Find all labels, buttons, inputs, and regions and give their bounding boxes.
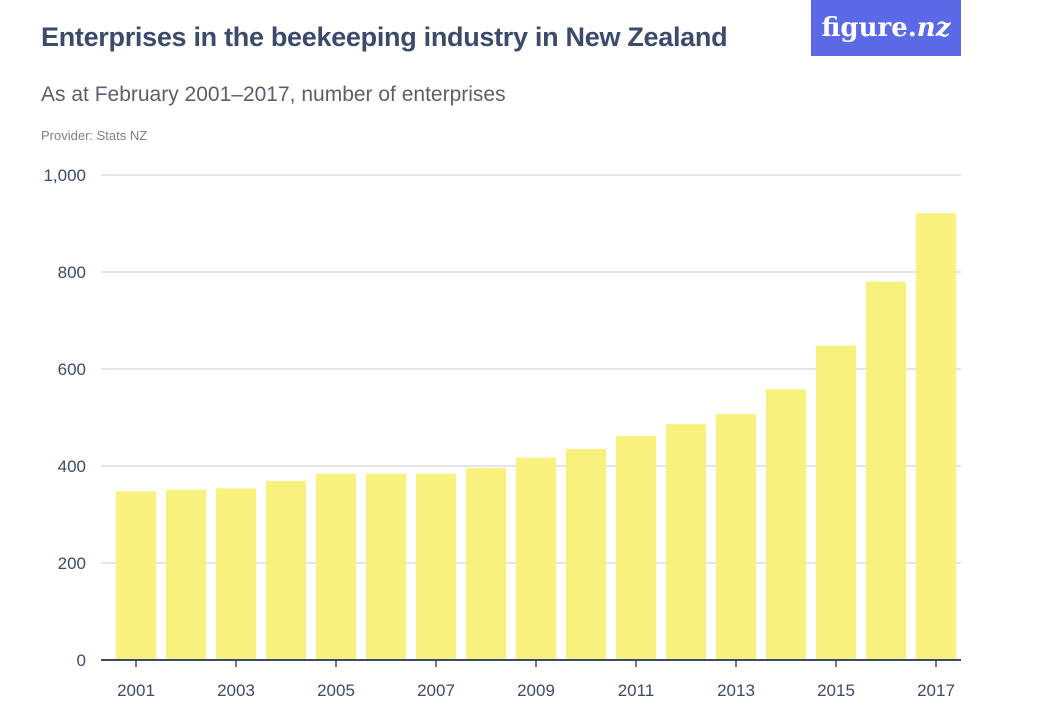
x-tick-label-2011: 2011 [618,681,655,700]
bar-2004 [266,481,306,660]
y-tick-label-200: 200 [58,554,86,573]
x-tick-label-2003: 2003 [217,681,255,700]
bar-2017 [916,213,956,660]
y-tick-label-0: 0 [77,651,86,670]
bar-2015 [816,345,856,660]
bars [116,213,956,660]
figure-nz-logo[interactable]: figure. nz [811,0,961,56]
x-tick-label-2009: 2009 [517,681,555,700]
x-tick-label-2005: 2005 [317,681,355,700]
logo-text-italic: nz [916,13,951,43]
bar-2014 [766,389,806,660]
bar-2006 [366,473,406,660]
bar-2002 [166,489,206,660]
x-tick-label-2013: 2013 [717,681,755,700]
bar-2011 [616,435,656,660]
y-tick-label-400: 400 [58,457,86,476]
tick-labels: 0 200 400 600 800 1,000 2001 2003 2005 2007 2009 20… [43,166,954,700]
bar-2008 [466,467,506,660]
y-tick-label-600: 600 [58,360,86,379]
axes [101,659,961,667]
bar-2003 [216,488,256,660]
bar-2005 [316,473,356,660]
bar-2001 [116,491,156,660]
logo-text-main: figure. [821,13,917,43]
x-tick-label-2017: 2017 [917,681,955,700]
bar-2012 [666,424,706,660]
y-tick-label-800: 800 [58,263,86,282]
y-tick-label-1000: 1,000 [43,166,86,185]
chart-subtitle: As at February 2001–2017, number of ente… [41,83,506,106]
chart-title: Enterprises in the beekeeping industry i… [41,22,728,52]
x-tick-label-2001: 2001 [117,681,155,700]
x-tick-label-2015: 2015 [817,681,855,700]
provider-text: Provider: Stats NZ [41,128,148,143]
bar-2013 [716,414,756,660]
bar-2016 [866,281,906,660]
bar-2007 [416,473,456,660]
bar-2009 [516,457,556,660]
x-tick-label-2007: 2007 [417,681,455,700]
bar-2010 [566,449,606,660]
